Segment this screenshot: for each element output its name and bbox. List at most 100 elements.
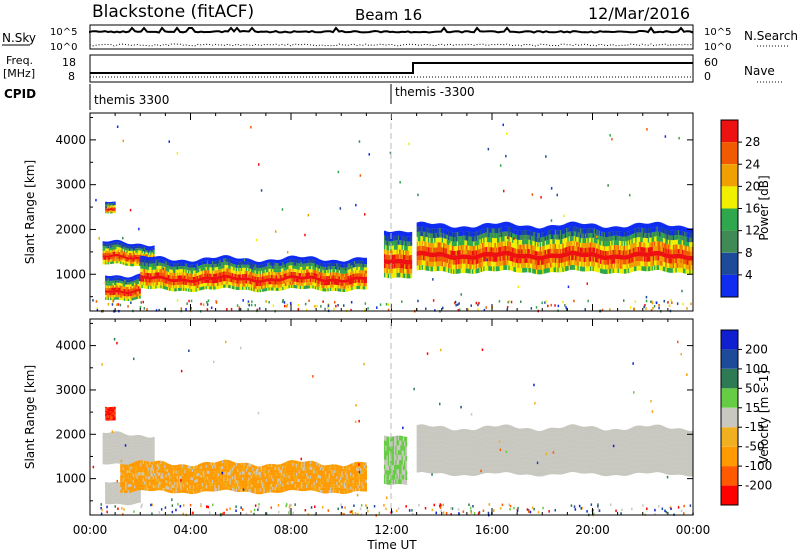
scatter-cell <box>365 279 367 284</box>
scatter-cell <box>460 249 463 255</box>
scatter-cell <box>264 288 267 292</box>
scatter-cell <box>103 250 106 253</box>
scatter-cell <box>498 237 501 243</box>
scatter-cell <box>494 223 497 229</box>
scatter-cell <box>208 282 210 287</box>
scatter-cell <box>607 264 610 270</box>
scatter-cell <box>117 282 120 286</box>
scatter-cell <box>488 251 491 257</box>
scatter-cell <box>400 235 403 241</box>
scatter-cell <box>172 288 175 292</box>
scatter-cell <box>262 264 264 268</box>
scatter-cell <box>390 259 393 265</box>
scatter-cell <box>437 228 440 233</box>
scatter-cell <box>532 231 535 237</box>
scatter-cell <box>662 242 665 248</box>
scatter-cell <box>164 279 166 283</box>
scatter-cell <box>365 270 367 274</box>
scatter-cell <box>631 238 634 244</box>
scatter-cell <box>485 242 488 247</box>
scatter-cell <box>400 268 403 273</box>
scatter-cell <box>492 242 494 248</box>
scatter-cell <box>386 240 389 246</box>
scatter-cell <box>112 290 115 293</box>
scatter-cell <box>199 284 202 288</box>
scatter-cell <box>314 266 317 271</box>
scatter-cell <box>120 290 123 293</box>
scatter-cell <box>582 261 585 267</box>
scatter-cell <box>193 264 195 268</box>
scatter-cell <box>113 285 116 288</box>
scatter-cell <box>612 226 615 232</box>
scatter-cell <box>469 227 472 232</box>
scatter-cell <box>454 246 457 251</box>
scatter-cell <box>508 241 511 247</box>
scatter-cell <box>450 268 453 274</box>
scatter-cell <box>542 250 545 256</box>
scatter-cell <box>287 278 290 283</box>
scatter-cell <box>288 255 291 260</box>
scatter-cell <box>443 233 445 239</box>
scatter-cell <box>126 291 129 295</box>
scatter-cell <box>468 245 470 251</box>
scatter-cell <box>111 204 114 206</box>
scatter-cell <box>160 265 163 270</box>
scatter-cell <box>615 258 617 264</box>
scatter-cell <box>568 236 571 242</box>
scatter-cell <box>135 259 138 262</box>
scatter-cell <box>205 257 208 261</box>
scatter-cell <box>172 266 175 270</box>
scatter-cell <box>503 221 506 227</box>
scatter-cell <box>512 247 514 253</box>
scatter-cell <box>488 227 491 233</box>
scatter-cell <box>649 266 651 271</box>
cpid-entry-1: themis 3300 <box>94 93 169 107</box>
scatter-cell <box>644 228 646 234</box>
scatter-cell <box>626 250 629 255</box>
scatter-cell <box>365 276 367 280</box>
scatter-cell <box>107 248 110 251</box>
scatter-cell <box>475 259 478 265</box>
scatter-cell <box>528 267 531 273</box>
scatter-cell <box>269 262 272 266</box>
scatter-cell <box>553 243 556 249</box>
scatter-cell <box>601 245 604 251</box>
scatter-cell <box>111 209 114 211</box>
scatter-cell <box>652 260 655 266</box>
scatter-cell <box>573 265 576 270</box>
scatter-cell <box>682 249 685 255</box>
scatter-cell <box>146 263 149 267</box>
scatter-cell <box>562 229 565 235</box>
scatter-cell <box>111 212 114 214</box>
scatter-cell <box>425 265 428 271</box>
scatter-cell <box>352 258 355 262</box>
scatter-cell <box>470 259 473 265</box>
scatter-cell <box>436 223 439 229</box>
scatter-cell <box>682 259 685 264</box>
scatter-cell <box>391 245 394 251</box>
scatter-cell <box>118 252 121 255</box>
scatter-cell <box>547 263 550 268</box>
scatter-cell <box>484 232 487 238</box>
scatter-cell <box>497 261 499 267</box>
scatter-cell <box>111 202 114 205</box>
scatter-cell <box>199 259 202 263</box>
scatter-cell <box>534 269 537 274</box>
scatter-cell <box>144 256 146 260</box>
scatter-cell <box>573 231 576 237</box>
scatter-cell <box>453 246 455 251</box>
scatter-cell <box>402 240 405 246</box>
scatter-cell <box>164 286 166 290</box>
scatter-cell <box>667 235 670 240</box>
scatter-cell <box>253 279 256 283</box>
scatter-cell <box>395 263 398 269</box>
scatter-cell <box>136 256 139 260</box>
scatter-cell <box>395 272 398 278</box>
scatter-cell <box>137 248 140 251</box>
scatter-cell <box>247 258 249 262</box>
scatter-cell <box>392 259 395 264</box>
scatter-cell <box>492 237 494 243</box>
scatter-cell <box>685 227 688 233</box>
scatter-cell <box>140 255 143 259</box>
scatter-cell <box>111 278 114 281</box>
